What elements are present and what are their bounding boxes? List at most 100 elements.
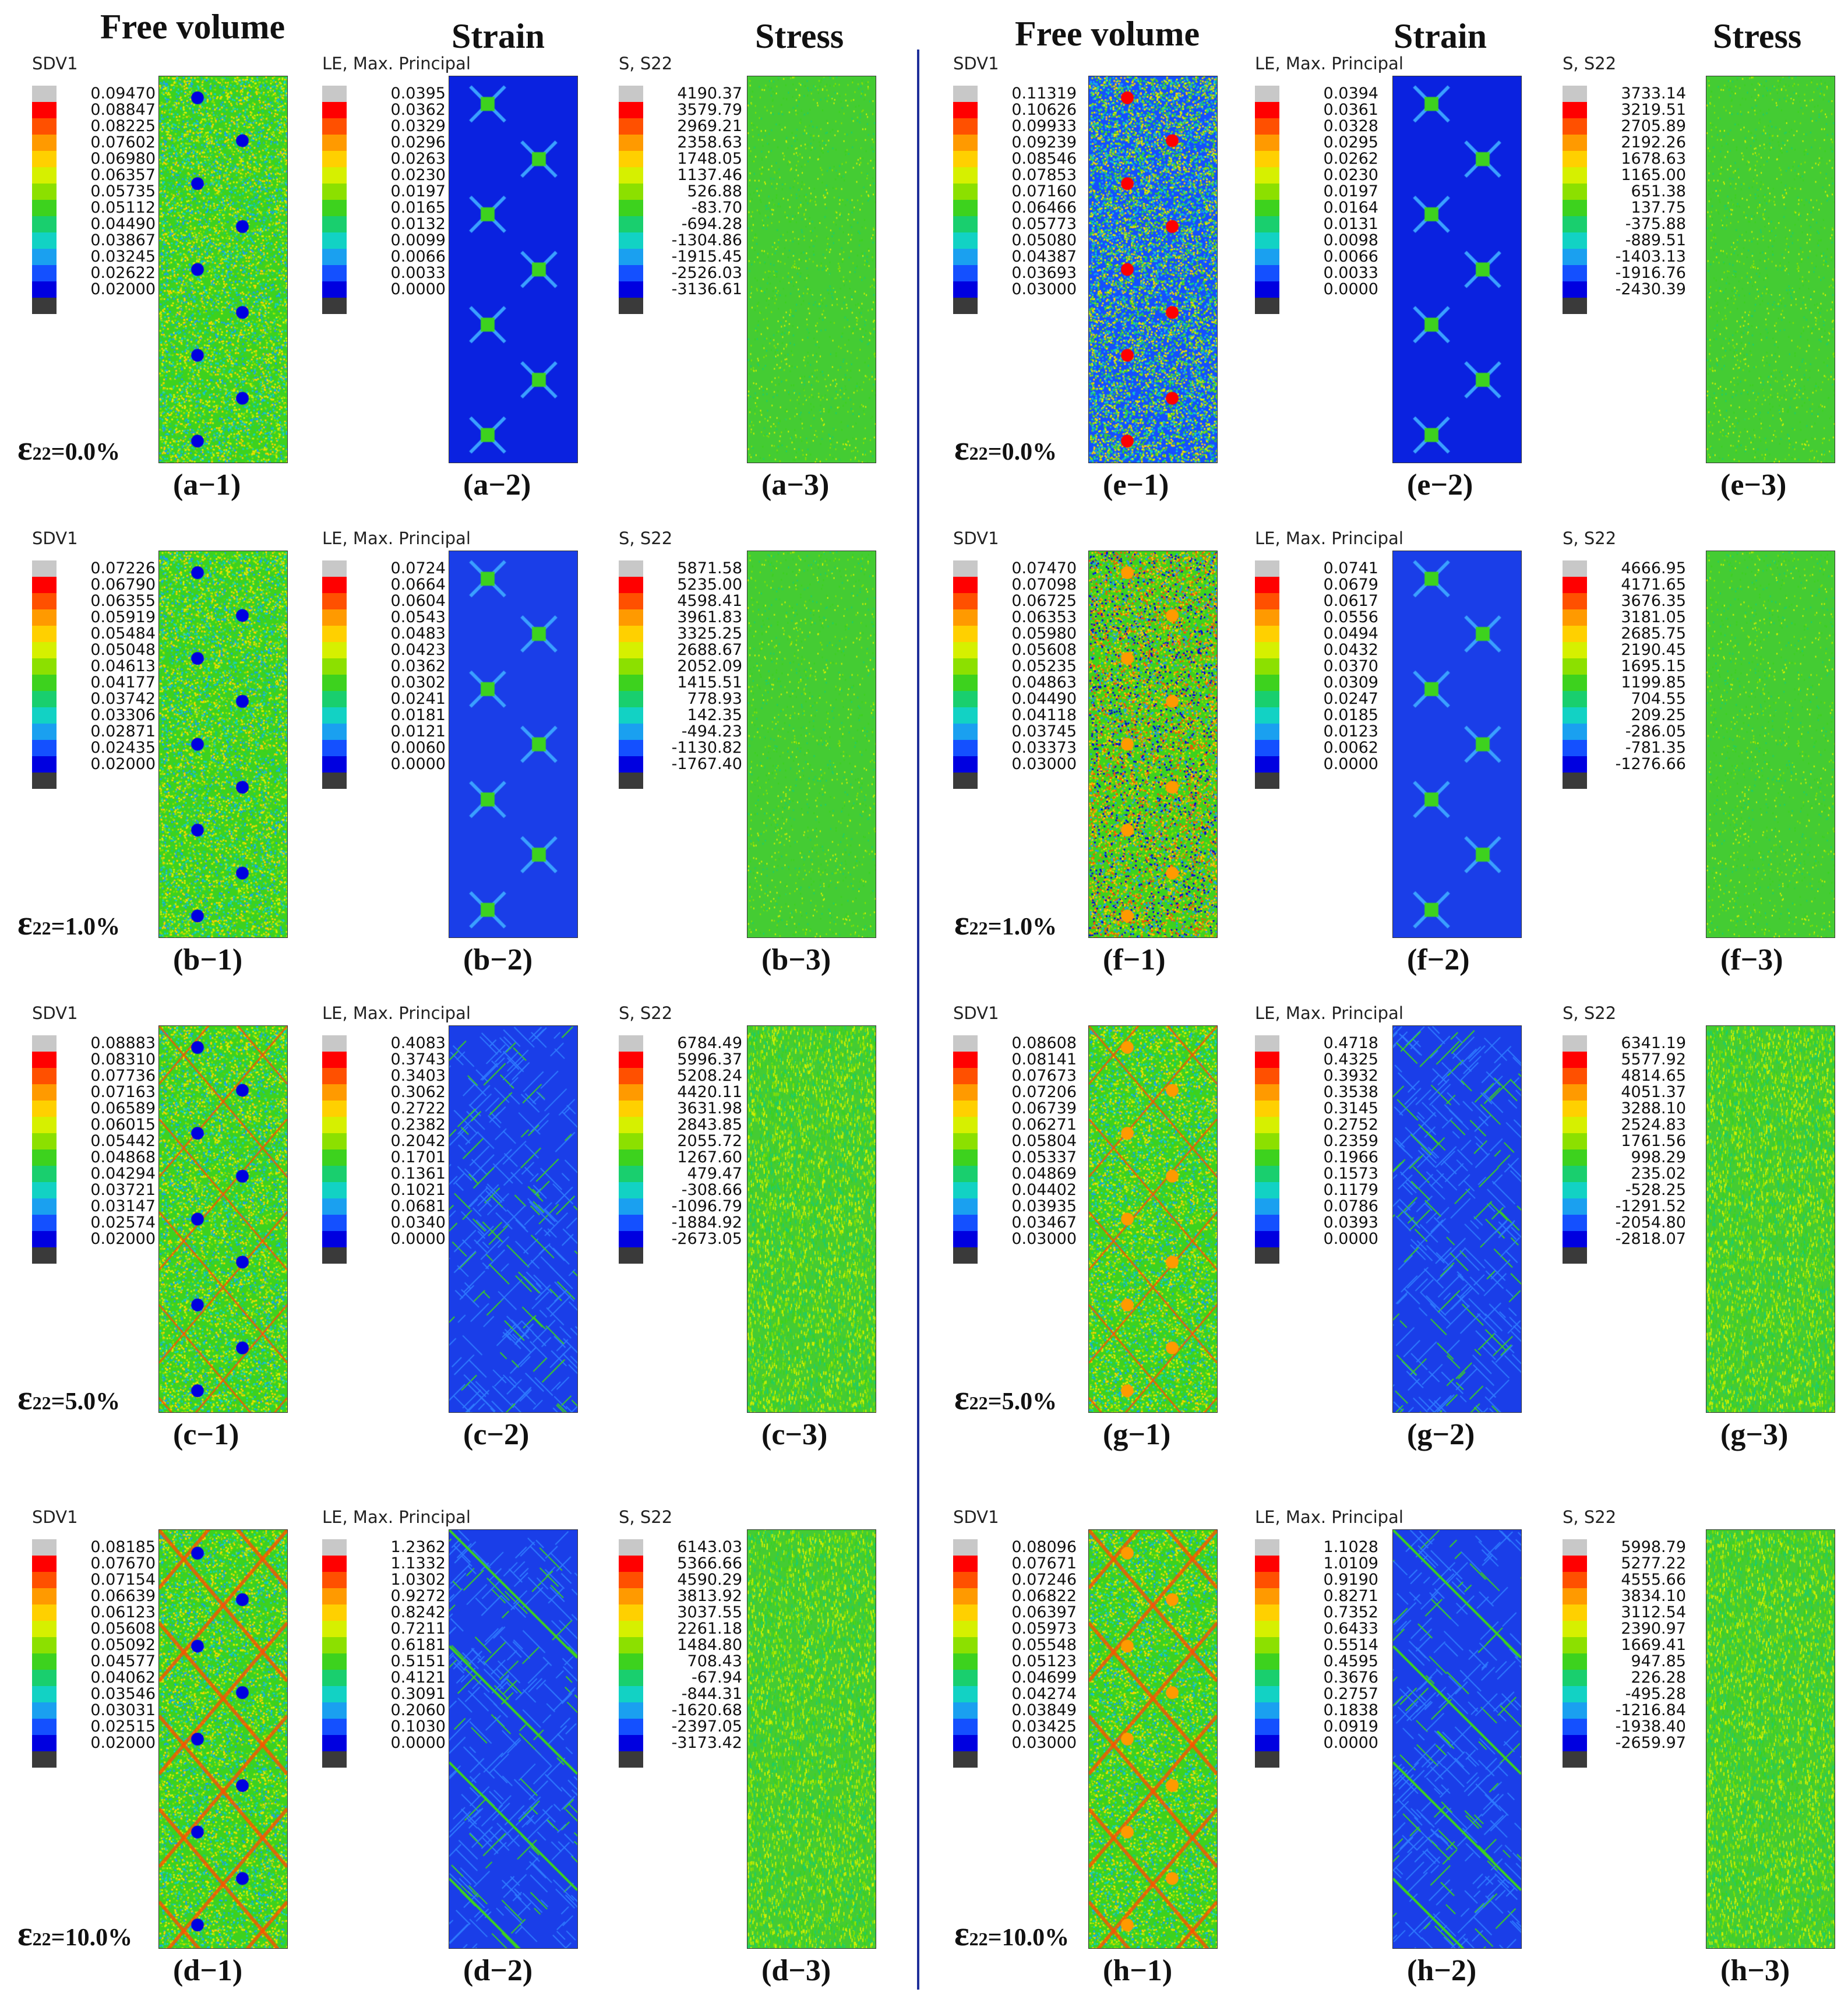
contour-plot-free-volume bbox=[158, 1529, 288, 1949]
legend-ticks: 0.11319 0.10626 0.09933 0.09239 0.08546 0.078… bbox=[989, 86, 1077, 298]
strain-symbol: ε bbox=[17, 904, 33, 942]
colormap-swatch bbox=[953, 249, 978, 265]
legend-tick-label: 0.03000 bbox=[1011, 1230, 1077, 1248]
legend-tick-label: 1.1028 bbox=[1323, 1538, 1378, 1556]
legend-title: S, S22 bbox=[1563, 1003, 1617, 1023]
colormap-swatch bbox=[953, 691, 978, 707]
colormap-swatch bbox=[1563, 1539, 1587, 1556]
contour-plot-strain bbox=[449, 76, 578, 463]
colormap-swatch bbox=[619, 184, 643, 200]
legend-tick-label: 0.2382 bbox=[390, 1116, 446, 1134]
legend-tick-label: 0.1573 bbox=[1323, 1165, 1378, 1183]
legend-tick-label: 1.2362 bbox=[390, 1538, 446, 1556]
colormap-swatch bbox=[619, 249, 643, 265]
legend-tick-label: 1165.00 bbox=[1621, 166, 1686, 184]
legend-tick-label: 0.0000 bbox=[1323, 1734, 1378, 1752]
colormap-swatch bbox=[1255, 642, 1279, 658]
colormap-swatch bbox=[1255, 1751, 1279, 1768]
colormap-swatch bbox=[322, 1084, 347, 1101]
legend-tick-label: -1096.79 bbox=[671, 1197, 742, 1215]
legend-tick-label: 0.0230 bbox=[390, 166, 446, 184]
colormap-swatch bbox=[953, 1133, 978, 1149]
colormap-swatch bbox=[619, 1133, 643, 1149]
colormap-swatch bbox=[322, 593, 347, 609]
contour-plot-stress bbox=[747, 551, 876, 938]
colormap-swatch bbox=[322, 298, 347, 314]
colormap-swatch bbox=[953, 1588, 978, 1604]
legend-tick-label: -494.23 bbox=[681, 722, 742, 740]
colormap-swatch bbox=[1563, 626, 1587, 642]
colormap-swatch bbox=[1563, 1198, 1587, 1215]
colormap-swatch bbox=[1255, 593, 1279, 609]
colormap-swatch bbox=[322, 1751, 347, 1768]
legend-tick-label: 5871.58 bbox=[677, 559, 742, 577]
colormap-swatch bbox=[32, 1653, 57, 1670]
colormap-bar bbox=[1563, 1035, 1587, 1264]
legend-tick-label: 0.4718 bbox=[1323, 1034, 1378, 1052]
colormap-swatch bbox=[322, 200, 347, 216]
legend-strain-left-1: LE, Max. Principal 0.0724 0.0664 0.0604 0.0… bbox=[322, 528, 503, 791]
colormap-swatch bbox=[1563, 167, 1587, 184]
colormap-swatch bbox=[32, 86, 57, 102]
legend-tick-label: -1620.68 bbox=[671, 1701, 742, 1719]
strain-subscript: 22 bbox=[32, 443, 51, 464]
legend-tick-label: 0.06466 bbox=[1011, 199, 1077, 217]
legend-tick-label: 0.04869 bbox=[1011, 1165, 1077, 1183]
legend-tick-label: 5208.24 bbox=[677, 1067, 742, 1085]
legend-tick-label: 0.0131 bbox=[1323, 215, 1378, 233]
legend-tick-label: 4598.41 bbox=[677, 592, 742, 610]
colormap-swatch bbox=[953, 1751, 978, 1768]
legend-tick-label: -1403.13 bbox=[1615, 248, 1686, 266]
legend-tick-label: 0.02574 bbox=[90, 1214, 156, 1232]
legend-tick-label: 0.3091 bbox=[390, 1685, 446, 1703]
panel-label: (g−2) bbox=[1407, 1418, 1475, 1451]
colormap-swatch bbox=[619, 593, 643, 609]
applied-strain-label: ε22=5.0% bbox=[954, 1378, 1057, 1418]
colormap-swatch bbox=[953, 1052, 978, 1068]
legend-tick-label: 5996.37 bbox=[677, 1050, 742, 1068]
colormap-swatch bbox=[322, 1149, 347, 1166]
colormap-swatch bbox=[1563, 1719, 1587, 1735]
colormap-swatch bbox=[953, 1702, 978, 1719]
legend-tick-label: 0.0328 bbox=[1323, 117, 1378, 135]
colormap-swatch bbox=[619, 1751, 643, 1768]
colormap-swatch bbox=[1255, 1068, 1279, 1084]
legend-tick-label: 0.06357 bbox=[90, 166, 156, 184]
colormap-swatch bbox=[322, 86, 347, 102]
colormap-swatch bbox=[1563, 560, 1587, 577]
legend-tick-label: 0.05804 bbox=[1011, 1132, 1077, 1150]
legend-tick-label: 0.0066 bbox=[390, 248, 446, 266]
legend-tick-label: -1884.92 bbox=[671, 1214, 742, 1232]
legend-title: S, S22 bbox=[619, 54, 673, 73]
colormap-swatch bbox=[1255, 1133, 1279, 1149]
colormap-swatch bbox=[619, 609, 643, 626]
colormap-swatch bbox=[1563, 86, 1587, 102]
panel-label: (e−1) bbox=[1103, 468, 1169, 502]
legend-tick-label: 5235.00 bbox=[677, 576, 742, 594]
colormap-swatch bbox=[1563, 642, 1587, 658]
legend-tick-label: -2673.05 bbox=[671, 1230, 742, 1248]
colormap-swatch bbox=[953, 1198, 978, 1215]
legend-tick-label: 0.0786 bbox=[1323, 1197, 1378, 1215]
colormap-swatch bbox=[619, 773, 643, 789]
colormap-swatch bbox=[953, 609, 978, 626]
strain-symbol: ε bbox=[17, 1378, 33, 1417]
legend-tick-label: 1199.85 bbox=[1621, 673, 1686, 692]
legend-tick-label: 0.05919 bbox=[90, 608, 156, 626]
colormap-swatch bbox=[322, 756, 347, 773]
strain-value: =5.0% bbox=[988, 1388, 1057, 1415]
colormap-swatch bbox=[953, 1101, 978, 1117]
legend-tick-label: -2054.80 bbox=[1615, 1214, 1686, 1232]
header-right-free-volume: Free volume bbox=[1015, 15, 1200, 53]
colormap-swatch bbox=[619, 1653, 643, 1670]
colormap-swatch bbox=[1563, 1068, 1587, 1084]
strain-symbol: ε bbox=[954, 429, 969, 467]
colormap-swatch bbox=[322, 102, 347, 118]
legend-tick-label: 0.0393 bbox=[1323, 1214, 1378, 1232]
legend-tick-label: 4555.66 bbox=[1621, 1571, 1686, 1589]
colormap-swatch bbox=[322, 1068, 347, 1084]
legend-tick-label: 0.04118 bbox=[1011, 706, 1077, 724]
colormap-swatch bbox=[619, 265, 643, 281]
legend-stress-right-2: S, S22 6341.19 5577.92 4814.65 4051.37 3288.… bbox=[1563, 1003, 1743, 1265]
colormap-swatch bbox=[322, 1247, 347, 1264]
